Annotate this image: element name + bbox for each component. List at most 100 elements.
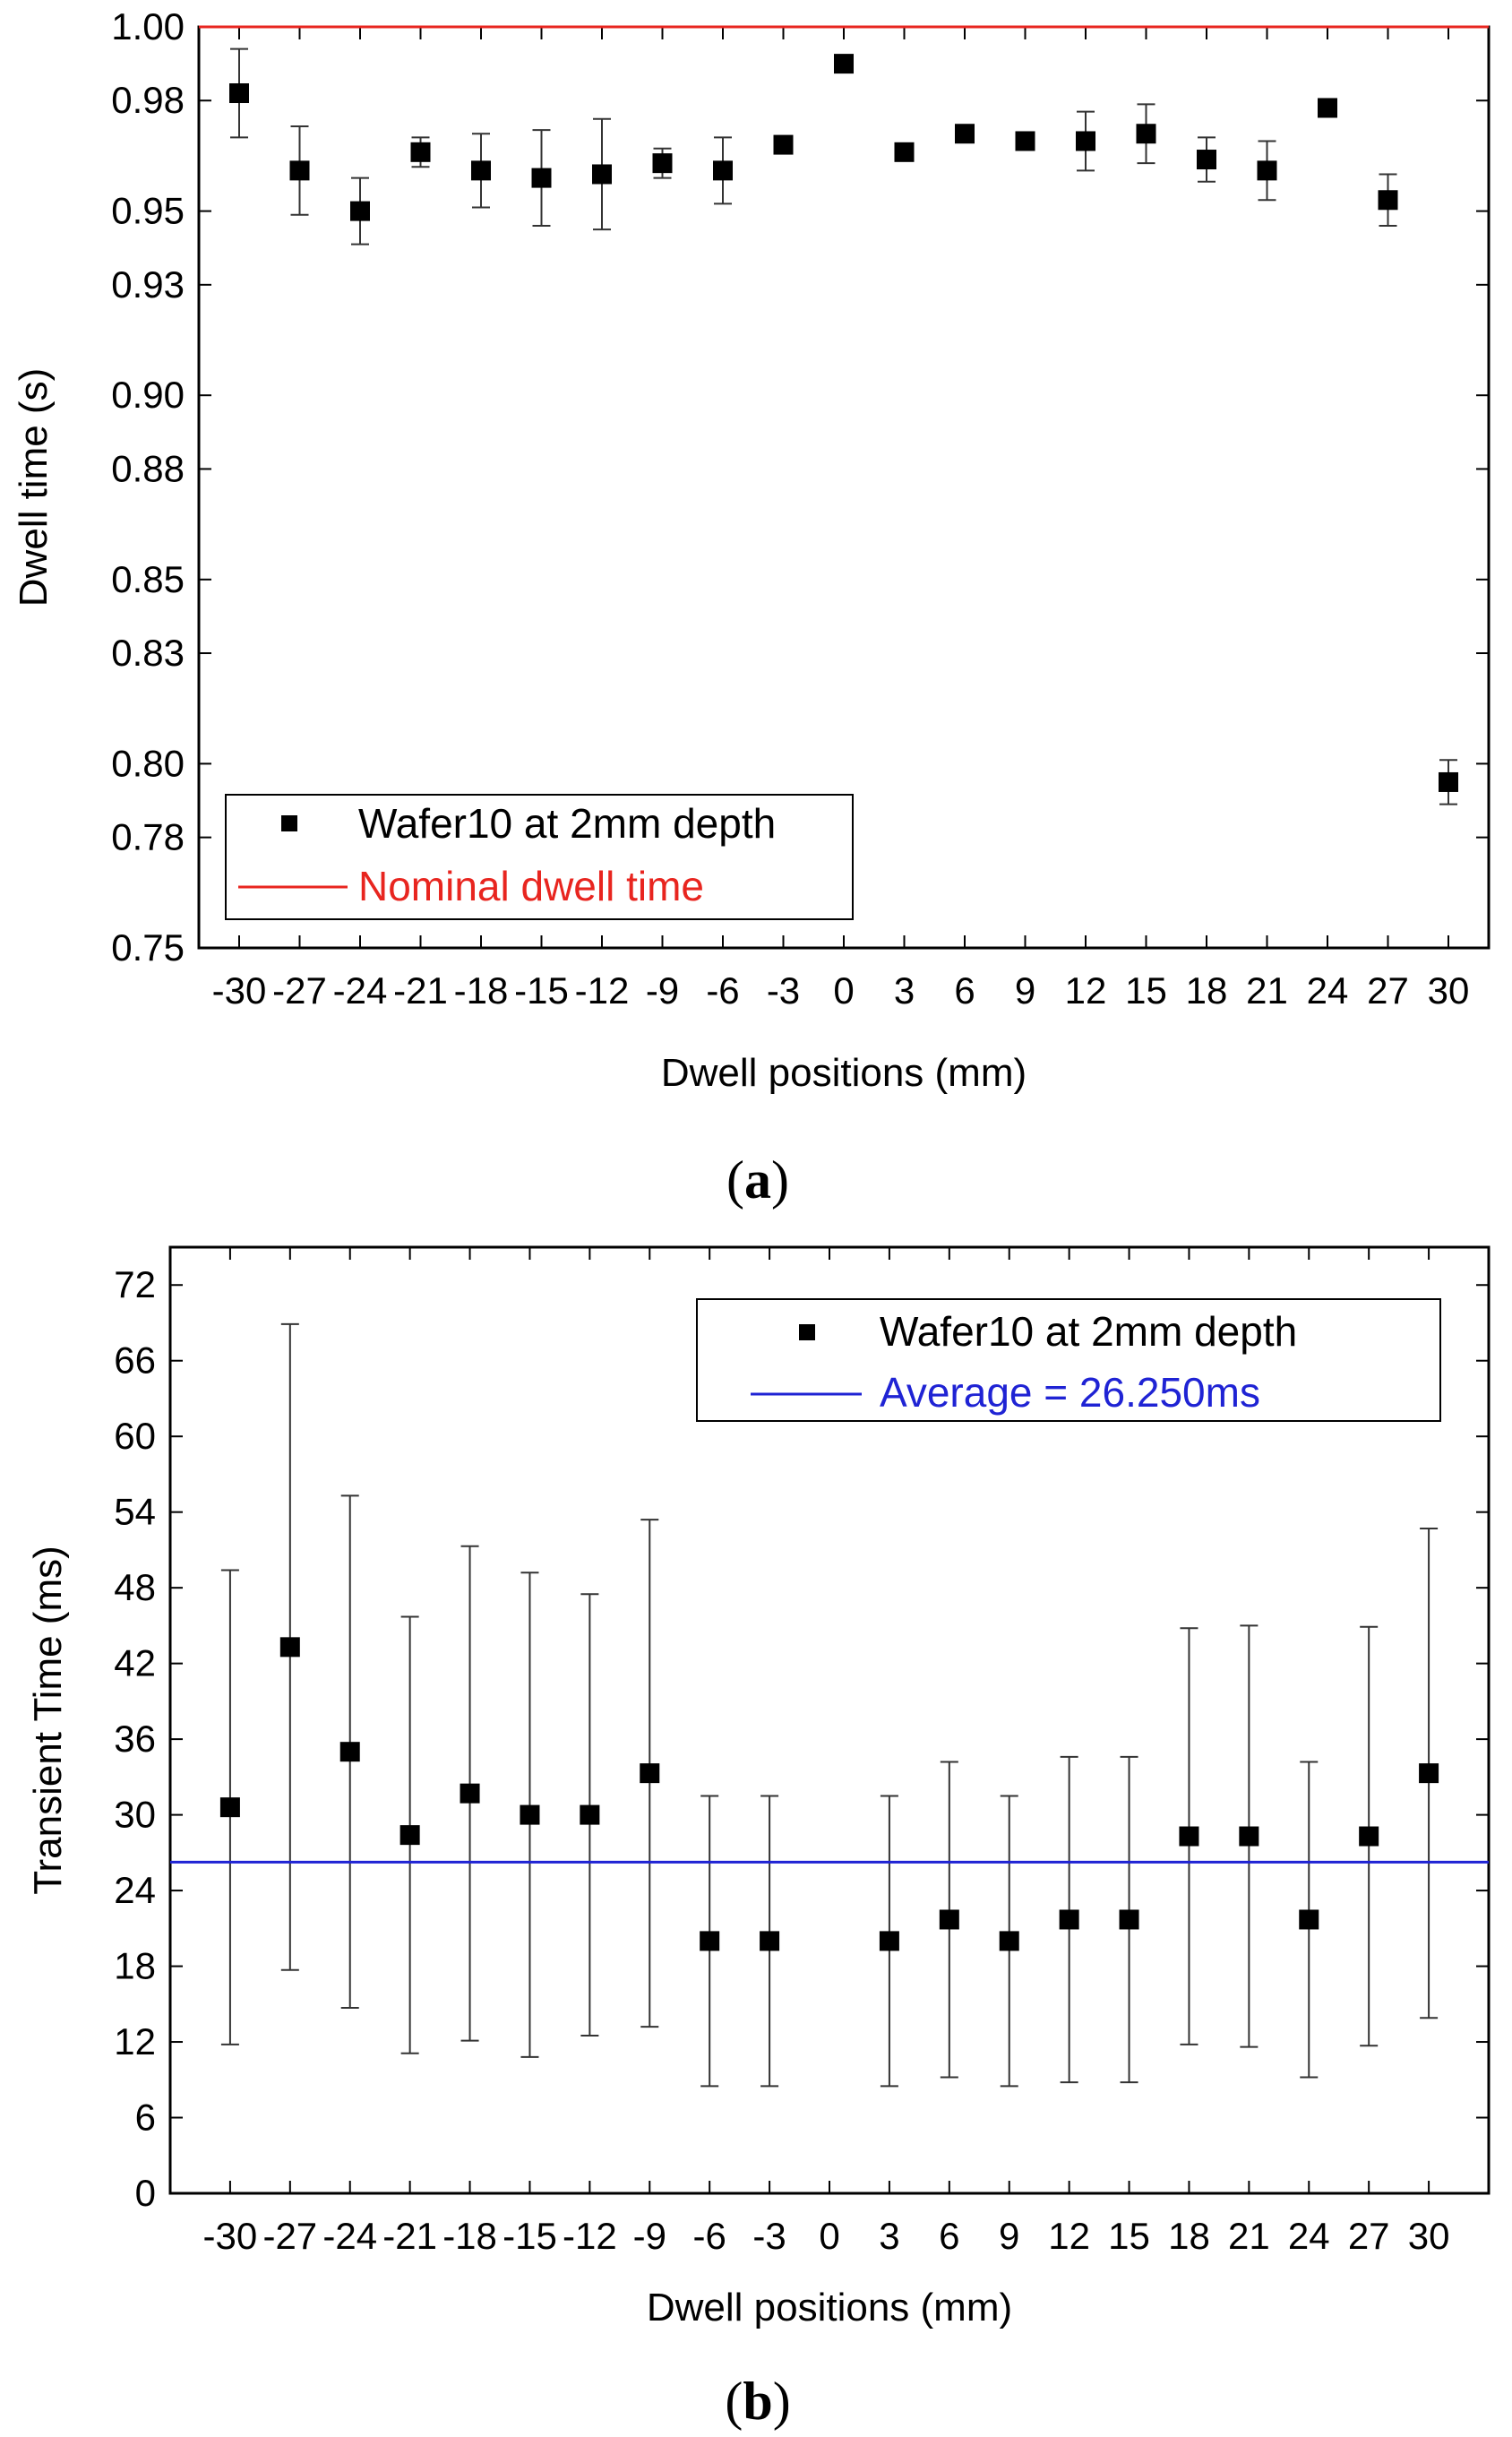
chart-a-data-point [1439, 771, 1458, 792]
chart-b-panel-label: (b) [725, 2372, 790, 2431]
chart-b-x-tick-label: 3 [879, 2215, 899, 2257]
legend-b-item-2: Average = 26.250ms [880, 1369, 1260, 1416]
chart-b-x-tick-label: -27 [262, 2215, 317, 2257]
chart-b-y-tick-label: 42 [114, 1642, 156, 1684]
chart-a-data-point [531, 168, 552, 188]
chart-b-data-point [279, 1637, 300, 1658]
chart-a-y-tick-label: 1.00 [111, 5, 185, 47]
chart-b-data-point [640, 1763, 660, 1784]
chart-a-data-point [955, 124, 975, 144]
chart-a-data-point [773, 134, 794, 155]
chart-b-data-point [999, 1931, 1019, 1951]
chart-a-x-tick-label: 3 [894, 969, 915, 1012]
chart-b-data-point [219, 1797, 240, 1818]
chart-b-x-tick-label: 6 [939, 2215, 959, 2257]
chart-b-data-point [580, 1804, 600, 1825]
chart-b-y-tick-label: 72 [114, 1263, 156, 1305]
chart-b-x-tick-label: -24 [322, 2215, 377, 2257]
chart-b-x-tick-label: -30 [203, 2215, 258, 2257]
chart-b-legend: Wafer10 at 2mm depth Average = 26.250ms [696, 1298, 1441, 1422]
chart-a-data-point [289, 160, 310, 181]
chart-a-data-point [350, 201, 370, 221]
chart-b-data-point [1239, 1826, 1259, 1847]
chart-b-y-tick-label: 18 [114, 1945, 156, 1987]
chart-b-data-point [1299, 1909, 1319, 1930]
chart-b-x-tick-label: 21 [1228, 2215, 1270, 2257]
chart-a-x-tick-label: -18 [454, 969, 509, 1012]
chart-a-x-tick-label: -30 [212, 969, 267, 1012]
chart-a-y-tick-label: 0.85 [111, 558, 185, 600]
chart-a-ticks: -30 -27 -24 -21 -18 -15 -12 -9 -6 -3 0 3 6 9 12 15 18 21 2… [111, 5, 1489, 1012]
chart-b: -30 -27 -24 -21 -18 -15 -12 -9 -6 -3 0 3 6 9 12 15 18 21 2… [26, 1245, 1491, 2431]
chart-a-y-tick-label: 0.88 [111, 447, 185, 489]
chart-b-data-point [1419, 1763, 1439, 1784]
chart-b-data-point [1119, 1909, 1139, 1930]
chart-a-panel-label: (a) [726, 1150, 789, 1210]
chart-a-y-tick-label: 0.80 [111, 742, 185, 784]
chart-b-y-tick-label: 30 [114, 1794, 156, 1836]
chart-a-data-point [229, 83, 249, 104]
chart-b-x-tick-label: 0 [819, 2215, 839, 2257]
chart-a-data-point [1015, 131, 1035, 151]
chart-b-x-tick-label: 18 [1168, 2215, 1210, 2257]
chart-a-x-tick-label: -3 [767, 969, 800, 1012]
chart-b-x-tick-label: 15 [1108, 2215, 1150, 2257]
legend-a-marker-square [281, 815, 297, 831]
chart-b-x-axis-label: Dwell positions (mm) [647, 2286, 1012, 2329]
chart-b-x-tick-label: -18 [442, 2215, 497, 2257]
chart-a-data-point [1257, 160, 1277, 181]
chart-b-x-tick-label: -12 [563, 2215, 617, 2257]
chart-b-data-point [939, 1909, 959, 1930]
chart-b-series [170, 1322, 1489, 2088]
chart-a-y-tick-label: 0.83 [111, 632, 185, 674]
chart-b-x-tick-label: 24 [1288, 2215, 1330, 2257]
chart-b-data-point [399, 1825, 420, 1846]
chart-a-data-point [834, 54, 854, 74]
chart-b-x-tick-label: -6 [693, 2215, 726, 2257]
chart-a-legend: Wafer10 at 2mm depth Nominal dwell time [225, 794, 854, 920]
chart-a-x-tick-label: 30 [1428, 969, 1470, 1012]
chart-b-ticks: -30 -27 -24 -21 -18 -15 -12 -9 -6 -3 0 3 6 9 12 15 18 21 2… [114, 1247, 1489, 2257]
chart-b-panel-letter: b [743, 2372, 772, 2431]
chart-a-y-tick-label: 0.90 [111, 374, 185, 416]
chart-b-x-tick-label: -9 [633, 2215, 666, 2257]
chart-b-x-tick-label: 12 [1048, 2215, 1090, 2257]
chart-b-legend-box [696, 1298, 1441, 1422]
chart-b-data-point [1179, 1826, 1199, 1847]
legend-a-item-1: Wafer10 at 2mm depth [358, 800, 776, 847]
chart-b-y-tick-label: 66 [114, 1339, 156, 1382]
chart-b-y-tick-label: 24 [114, 1869, 156, 1911]
chart-a-x-tick-label: 12 [1065, 969, 1107, 1012]
chart-a-x-tick-label: -12 [575, 969, 630, 1012]
chart-a-x-tick-label: -21 [393, 969, 448, 1012]
chart-a-x-tick-label: -15 [514, 969, 569, 1012]
chart-b-data-point [1059, 1909, 1079, 1930]
chart-b-y-tick-label: 12 [114, 2020, 156, 2062]
chart-a-x-tick-label: 18 [1186, 969, 1228, 1012]
chart-a-y-tick-label: 0.75 [111, 926, 185, 969]
chart-a-x-axis-label: Dwell positions (mm) [661, 1051, 1027, 1095]
chart-a-x-tick-label: 6 [954, 969, 975, 1012]
chart-a-data-point [1076, 131, 1095, 151]
chart-b-y-tick-label: 60 [114, 1415, 156, 1457]
chart-a-x-tick-label: -9 [646, 969, 679, 1012]
chart-a-y-tick-label: 0.95 [111, 190, 185, 232]
chart-b-y-tick-label: 0 [135, 2172, 156, 2214]
chart-a-x-tick-label: 0 [833, 969, 854, 1012]
chart-a-data-point [1318, 98, 1337, 118]
chart-a: -30 -27 -24 -21 -18 -15 -12 -9 -6 -3 0 3 6 9 12 15 18 21 2… [12, 5, 1491, 1210]
chart-b-data-point [879, 1931, 899, 1951]
chart-b-y-tick-label: 54 [114, 1491, 156, 1533]
legend-a-item-2: Nominal dwell time [358, 863, 704, 909]
legend-b-item-1: Wafer10 at 2mm depth [880, 1308, 1297, 1355]
chart-b-data-point [1359, 1826, 1379, 1847]
chart-a-data-point [1378, 190, 1398, 211]
chart-b-data-point [760, 1931, 780, 1951]
chart-a-data-point [410, 142, 431, 162]
chart-a-data-point [592, 164, 612, 185]
chart-b-data-point [700, 1931, 720, 1951]
chart-a-y-tick-label: 0.98 [111, 79, 185, 121]
chart-a-data-point [1197, 150, 1216, 170]
chart-b-x-tick-label: 30 [1408, 2215, 1450, 2257]
